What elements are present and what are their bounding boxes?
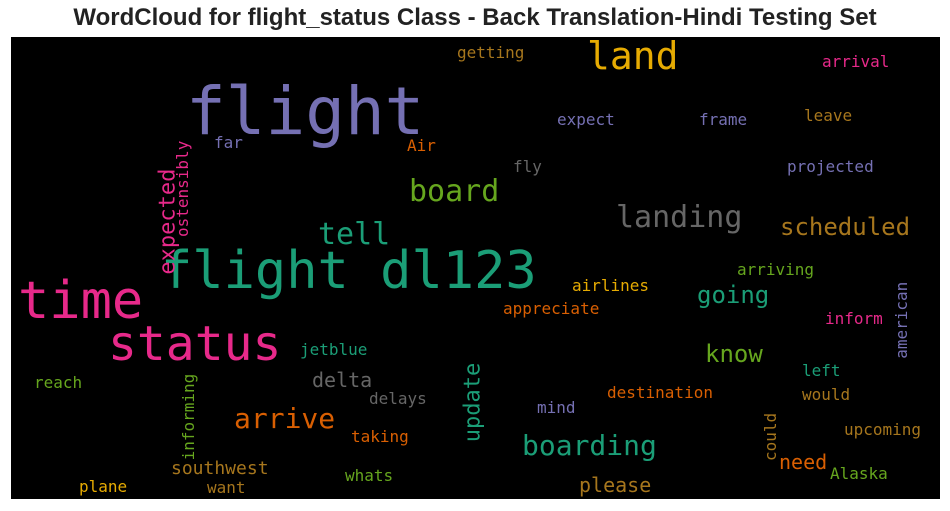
word-expect: expect — [557, 110, 615, 129]
word-land: land — [587, 37, 679, 78]
word-southwest: southwest — [171, 458, 269, 479]
word-arrive: arrive — [234, 402, 335, 435]
word-plane: plane — [79, 477, 127, 496]
word-arrival: arrival — [822, 52, 889, 71]
word-going: going — [697, 281, 769, 309]
word-destination: destination — [607, 383, 713, 402]
word-could: could — [761, 413, 780, 461]
word-airlines: airlines — [572, 276, 649, 295]
word-arriving: arriving — [737, 260, 814, 279]
word-far: far — [214, 133, 243, 152]
word-would: would — [802, 385, 850, 404]
word-reach: reach — [34, 373, 82, 392]
word-frame: frame — [699, 110, 747, 129]
word-upcoming: upcoming — [844, 420, 921, 439]
word-ostensibly: ostensibly — [173, 140, 192, 237]
word-whats: whats — [345, 466, 393, 485]
word-boarding: boarding — [522, 429, 657, 462]
word-please: please — [579, 473, 651, 497]
word-flight-dl123: flight dl123 — [161, 241, 537, 301]
word-flight: flight — [186, 73, 424, 150]
word-want: want — [207, 478, 246, 497]
word-projected: projected — [787, 157, 874, 176]
chart-title: WordCloud for flight_status Class - Back… — [73, 4, 877, 31]
word-american: american — [892, 282, 911, 359]
word-cloud: flight flight dl123 time status land board lan… — [11, 37, 940, 499]
word-need: need — [779, 450, 827, 474]
word-mind: mind — [537, 398, 576, 417]
word-know: know — [705, 340, 763, 368]
word-tell: tell — [318, 217, 390, 252]
word-expected: expected — [156, 169, 181, 275]
word-time: time — [18, 271, 143, 331]
word-fly: fly — [513, 157, 542, 176]
word-air: Air — [407, 136, 436, 155]
word-landing: landing — [616, 200, 742, 235]
word-delays: delays — [369, 389, 427, 408]
word-leave: leave — [804, 106, 852, 125]
word-getting: getting — [457, 43, 524, 62]
word-status: status — [108, 316, 281, 372]
word-inform: inform — [825, 309, 883, 328]
word-scheduled: scheduled — [780, 213, 910, 241]
word-jetblue: jetblue — [300, 340, 367, 359]
word-taking: taking — [351, 427, 409, 446]
word-board: board — [409, 174, 499, 209]
word-update: update — [461, 363, 486, 442]
word-left: left — [802, 361, 841, 380]
word-alaska: Alaska — [830, 464, 888, 483]
word-delta: delta — [312, 368, 372, 392]
word-appreciate: appreciate — [503, 299, 599, 318]
word-informing: informing — [179, 374, 198, 461]
